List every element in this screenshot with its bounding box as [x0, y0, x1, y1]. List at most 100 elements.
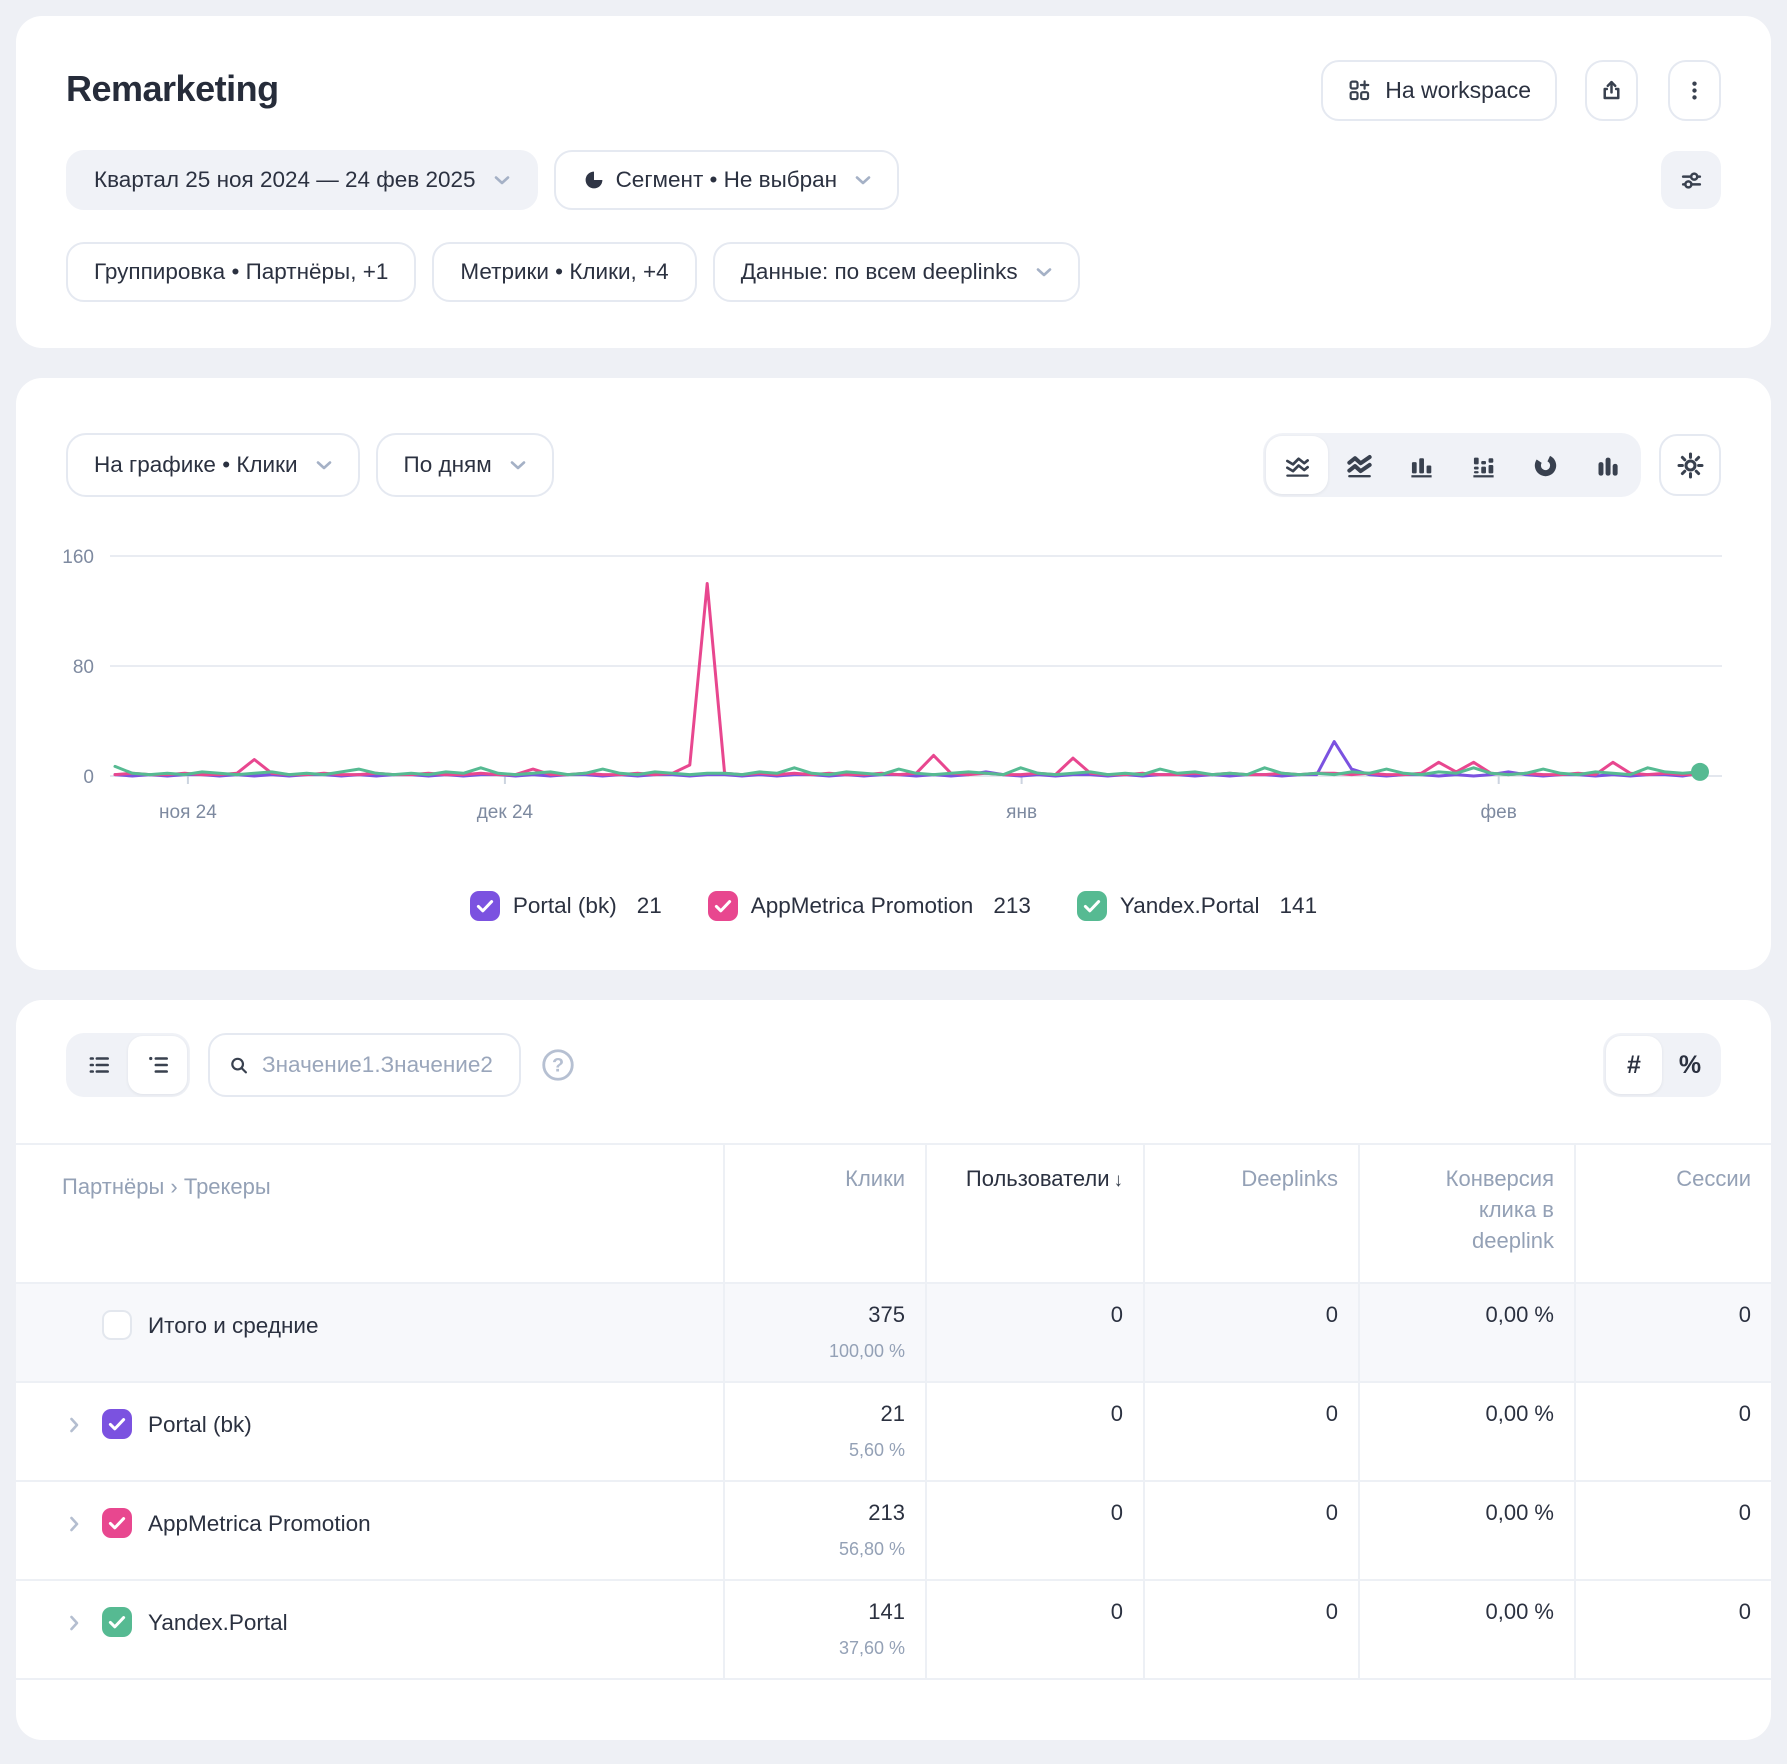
clicks-line-chart[interactable]: 080160ноя 24дек 24янвфев: [16, 526, 1771, 866]
table-search: [208, 1033, 521, 1097]
cell-clicks: 375100,00 %: [723, 1284, 925, 1381]
absolute-values-button[interactable]: #: [1606, 1036, 1662, 1094]
legend-item-0[interactable]: Portal (bk)21: [470, 891, 662, 921]
chart-type-line-button[interactable]: [1266, 436, 1328, 494]
expand-row-icon[interactable]: [62, 1611, 86, 1635]
series-checkbox[interactable]: [1077, 891, 1107, 921]
chart-settings-button[interactable]: [1659, 434, 1721, 496]
workspace-button-label: На workspace: [1385, 77, 1531, 104]
metrics-chip[interactable]: Метрики • Клики, +4: [432, 242, 696, 302]
table-row[interactable]: AppMetrica Promotion21356,80 %000,00 %0: [16, 1482, 1771, 1581]
workspace-grid-plus-icon: [1347, 78, 1372, 103]
check-icon: [102, 1409, 132, 1439]
chart-type-columns-button[interactable]: [1576, 436, 1638, 494]
chevron-down-icon: [851, 168, 875, 192]
chevron-down-icon: [506, 453, 530, 477]
search-icon: [228, 1053, 250, 1078]
chart-granularity-dropdown[interactable]: По дням: [376, 433, 554, 497]
x-axis-tick-label: янв: [1006, 802, 1037, 823]
cell-users: 0: [925, 1482, 1143, 1579]
chevron-down-icon: [312, 453, 336, 477]
row-label: Итого и средние: [148, 1310, 318, 1339]
row-checkbox[interactable]: [102, 1607, 132, 1637]
search-input[interactable]: [260, 1051, 501, 1079]
percent-values-button[interactable]: %: [1662, 1036, 1718, 1094]
chart-type-pie-button[interactable]: [1514, 436, 1576, 494]
segment-pie-icon: [582, 168, 606, 192]
sliders-icon: [1679, 168, 1704, 193]
tree-list-view-button[interactable]: [128, 1036, 187, 1094]
expand-row-icon[interactable]: [62, 1413, 86, 1437]
chart-metric-dropdown[interactable]: На графике • Клики: [66, 433, 360, 497]
row-checkbox[interactable]: [102, 1508, 132, 1538]
data-scope-label: Данные: по всем deeplinks: [741, 259, 1018, 285]
table-controls-row: ? # %: [16, 1033, 1771, 1097]
grouping-chip[interactable]: Группировка • Партнёры, +1: [66, 242, 416, 302]
help-button[interactable]: ?: [539, 1046, 577, 1084]
table-row[interactable]: Portal (bk)215,60 %000,00 %0: [16, 1383, 1771, 1482]
check-icon: [102, 1508, 132, 1538]
tree-list-icon: [145, 1052, 171, 1078]
chart-type-switcher: [1263, 433, 1641, 497]
line-chart-icon: [1284, 452, 1311, 479]
column-header-partners-trackers[interactable]: Партнёры › Трекеры: [16, 1145, 723, 1282]
column-header-deeplinks[interactable]: Deeplinks: [1143, 1145, 1358, 1282]
x-axis-tick-label: фев: [1481, 802, 1517, 823]
sort-descending-icon[interactable]: ↓: [1114, 1170, 1124, 1191]
legend-item-2[interactable]: Yandex.Portal141: [1077, 891, 1317, 921]
column-header-users[interactable]: Пользователи↓: [925, 1145, 1143, 1282]
column-header-sessions[interactable]: Сессии: [1574, 1145, 1771, 1282]
chart-controls-row: На графике • Клики По дням: [16, 433, 1771, 497]
kebab-menu-icon: [1682, 78, 1707, 103]
share-button[interactable]: [1585, 60, 1638, 121]
more-menu-button[interactable]: [1668, 60, 1721, 121]
page-title: Remarketing: [66, 60, 279, 110]
table-header-row: Партнёры › ТрекерыКликиПользователи↓Deep…: [16, 1145, 1771, 1284]
stacked-area-icon: [1346, 452, 1373, 479]
row-label: AppMetrica Promotion: [148, 1508, 371, 1537]
values-format-switcher: # %: [1603, 1033, 1721, 1097]
cell-row-label: Portal (bk): [16, 1383, 723, 1480]
cell-users: 0: [925, 1284, 1143, 1381]
check-icon: [708, 891, 738, 921]
chart-type-stacked-bars-button[interactable]: [1452, 436, 1514, 494]
report-table: Партнёры › ТрекерыКликиПользователи↓Deep…: [16, 1143, 1771, 1680]
expand-row-icon[interactable]: [62, 1512, 86, 1536]
add-to-workspace-button[interactable]: На workspace: [1321, 60, 1557, 121]
metrics-label: Метрики • Клики, +4: [460, 259, 668, 285]
data-scope-chip[interactable]: Данные: по всем deeplinks: [713, 242, 1080, 302]
cell-deeplinks: 0: [1143, 1482, 1358, 1579]
series-checkbox[interactable]: [470, 891, 500, 921]
svg-text:?: ?: [552, 1055, 564, 1077]
table-row[interactable]: Yandex.Portal14137,60 %000,00 %0: [16, 1581, 1771, 1680]
header-actions: На workspace: [1321, 60, 1721, 121]
date-range-chip[interactable]: Квартал 25 ноя 2024 — 24 фев 2025: [66, 150, 538, 210]
legend-item-1[interactable]: AppMetrica Promotion 213: [708, 891, 1031, 921]
check-icon: [470, 891, 500, 921]
series-line[interactable]: [115, 584, 1700, 775]
flat-list-view-button[interactable]: [69, 1036, 128, 1094]
row-label: Yandex.Portal: [148, 1607, 288, 1636]
legend-series-name: AppMetrica Promotion: [751, 893, 974, 919]
check-icon: [1077, 891, 1107, 921]
chart-legend: Portal (bk)21 AppMetrica Promotion 213 Yand…: [16, 888, 1771, 924]
cell-row-label: AppMetrica Promotion: [16, 1482, 723, 1579]
series-checkbox[interactable]: [708, 891, 738, 921]
totals-checkbox[interactable]: [102, 1310, 132, 1340]
chart-type-stacked-area-button[interactable]: [1328, 436, 1390, 494]
legend-series-name: Yandex.Portal: [1120, 893, 1260, 919]
column-header-clicks[interactable]: Клики: [723, 1145, 925, 1282]
row-checkbox[interactable]: [102, 1409, 132, 1439]
column-header-conversion[interactable]: Конверсия клика в deeplink: [1358, 1145, 1574, 1282]
stacked-bar-icon: [1470, 452, 1497, 479]
chart-type-bars-button[interactable]: [1390, 436, 1452, 494]
gear-icon: [1677, 452, 1704, 479]
report-settings-button[interactable]: [1661, 151, 1721, 209]
share-icon: [1599, 78, 1624, 103]
segment-chip[interactable]: Сегмент • Не выбран: [554, 150, 900, 210]
chart-metric-label: На графике • Клики: [94, 452, 298, 478]
legend-series-total: 213: [993, 893, 1031, 919]
chart-granularity-label: По дням: [404, 452, 492, 478]
cell-conversion: 0,00 %: [1358, 1581, 1574, 1678]
cell-sessions: 0: [1574, 1581, 1771, 1678]
